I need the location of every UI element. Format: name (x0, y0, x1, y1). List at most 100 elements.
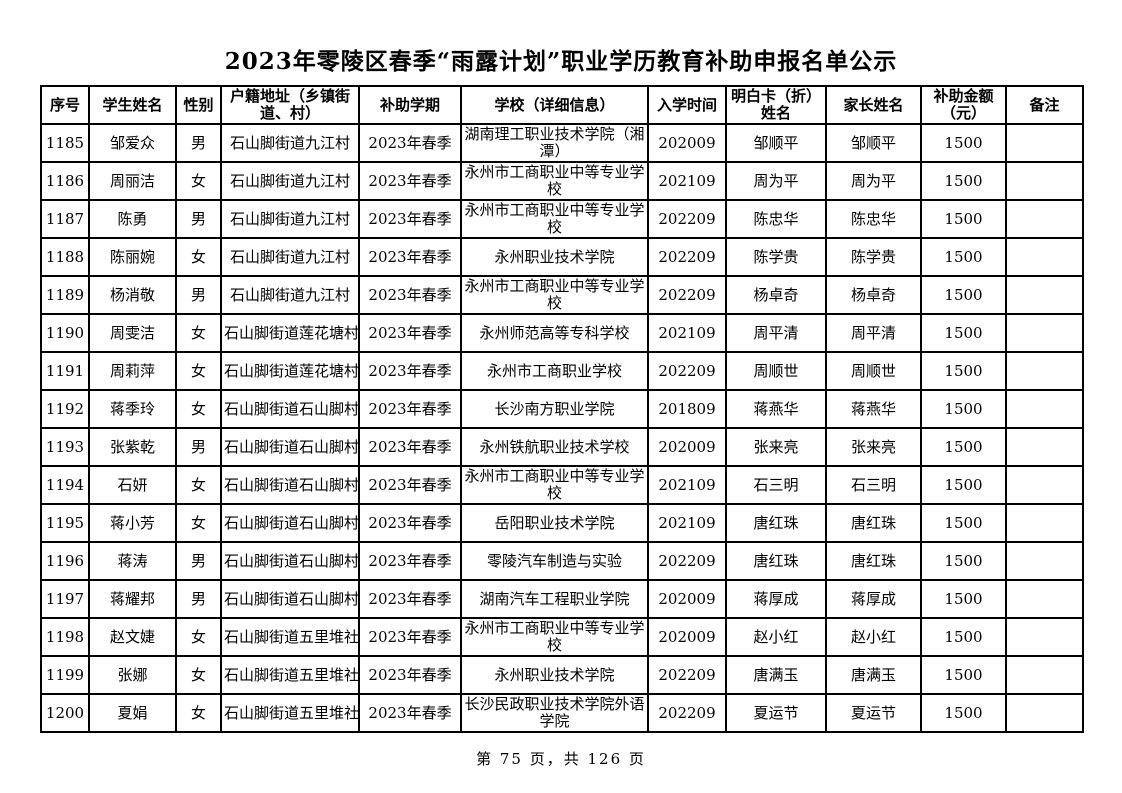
cell-student-name: 周丽洁 (88, 161, 177, 201)
cell-parent-name: 蒋燕华 (825, 389, 922, 429)
column-header-seq: 序号 (40, 85, 90, 125)
cell-enroll-time: 201809 (647, 389, 727, 429)
cell-seq: 1194 (40, 465, 90, 505)
cell-card-name: 唐红珠 (725, 503, 827, 543)
cell-amount: 1500 (920, 313, 1007, 353)
table-row: 1188 陈丽婉女石山脚街道九江村 2023年春季 永州职业技术学院 202209 陈学贵… (40, 237, 1084, 277)
cell-enroll-time: 202209 (647, 275, 727, 315)
cell-parent-name: 邹顺平 (825, 123, 922, 163)
cell-remark (1005, 313, 1084, 353)
cell-term: 2023年春季 (358, 389, 462, 429)
cell-address: 石山脚街道石山脚村 (220, 579, 360, 619)
cell-gender: 女 (175, 655, 222, 695)
cell-term: 2023年春季 (358, 503, 462, 543)
cell-parent-name: 唐红珠 (825, 503, 922, 543)
column-header-remark: 备注 (1005, 85, 1084, 125)
cell-amount: 1500 (920, 351, 1007, 391)
cell-term: 2023年春季 (358, 655, 462, 695)
table-row: 1189 杨消敬男石山脚街道九江村 2023年春季 永州市工商职业中等专业学校 2022… (40, 275, 1084, 315)
cell-amount: 1500 (920, 237, 1007, 277)
cell-gender: 女 (175, 617, 222, 657)
cell-enroll-time: 202109 (647, 313, 727, 353)
column-header-card-name: 明白卡（折）姓名 (725, 85, 827, 125)
subsidy-roster-table: 序号 学生姓名 性别 户籍地址（乡镇街道、村） 补助学期 学校（详细信息） 入学时间 明白卡（… (40, 85, 1084, 733)
cell-amount: 1500 (920, 579, 1007, 619)
cell-student-name: 赵文婕 (88, 617, 177, 657)
cell-amount: 1500 (920, 275, 1007, 315)
cell-address: 石山脚街道九江村 (220, 161, 360, 201)
cell-remark (1005, 579, 1084, 619)
cell-term: 2023年春季 (358, 275, 462, 315)
cell-seq: 1190 (40, 313, 90, 353)
cell-card-name: 陈学贵 (725, 237, 827, 277)
cell-school: 永州市工商职业中等专业学校 (460, 199, 649, 239)
cell-address: 石山脚街道五里堆社区 (220, 693, 360, 733)
cell-address: 石山脚街道石山脚村 (220, 389, 360, 429)
cell-parent-name: 杨卓奇 (825, 275, 922, 315)
cell-card-name: 周平清 (725, 313, 827, 353)
column-header-gender: 性别 (175, 85, 222, 125)
page-number: 第 75 页，共 126 页 (476, 750, 646, 768)
cell-seq: 1191 (40, 351, 90, 391)
cell-term: 2023年春季 (358, 541, 462, 581)
cell-parent-name: 唐红珠 (825, 541, 922, 581)
table-row: 1194 石妍女石山脚街道石山脚村 2023年春季 永州市工商职业中等专业学校 2021… (40, 465, 1084, 505)
cell-seq: 1187 (40, 199, 90, 239)
cell-school: 永州市工商职业中等专业学校 (460, 617, 649, 657)
cell-address: 石山脚街道五里堆社区 (220, 655, 360, 695)
cell-school: 永州铁航职业技术学校 (460, 427, 649, 467)
cell-parent-name: 周为平 (825, 161, 922, 201)
table-row: 1186 周丽洁女石山脚街道九江村 2023年春季 永州市工商职业中等专业学校 2021… (40, 161, 1084, 201)
cell-amount: 1500 (920, 617, 1007, 657)
cell-parent-name: 张来亮 (825, 427, 922, 467)
cell-enroll-time: 202009 (647, 579, 727, 619)
cell-enroll-time: 202209 (647, 199, 727, 239)
cell-seq: 1198 (40, 617, 90, 657)
table-row: 1185 邹爱众男石山脚街道九江村 2023年春季 湖南理工职业技术学院（湘潭） 202… (40, 123, 1084, 163)
cell-term: 2023年春季 (358, 161, 462, 201)
cell-remark (1005, 465, 1084, 505)
cell-enroll-time: 202209 (647, 693, 727, 733)
cell-remark (1005, 199, 1084, 239)
cell-student-name: 张娜 (88, 655, 177, 695)
cell-school: 永州市工商职业中等专业学校 (460, 161, 649, 201)
table-row: 1187 陈勇男石山脚街道九江村 2023年春季 永州市工商职业中等专业学校 20220… (40, 199, 1084, 239)
cell-remark (1005, 237, 1084, 277)
cell-amount: 1500 (920, 693, 1007, 733)
cell-student-name: 蒋涛 (88, 541, 177, 581)
table-row: 1196 蒋涛男石山脚街道石山脚村 2023年春季 零陵汽车制造与实验 202209 唐红… (40, 541, 1084, 581)
cell-school: 长沙南方职业学院 (460, 389, 649, 429)
cell-card-name: 周顺世 (725, 351, 827, 391)
cell-parent-name: 周平清 (825, 313, 922, 353)
cell-enroll-time: 202009 (647, 427, 727, 467)
cell-remark (1005, 389, 1084, 429)
cell-amount: 1500 (920, 503, 1007, 543)
cell-school: 永州职业技术学院 (460, 655, 649, 695)
cell-gender: 女 (175, 503, 222, 543)
cell-gender: 女 (175, 389, 222, 429)
cell-term: 2023年春季 (358, 693, 462, 733)
cell-term: 2023年春季 (358, 617, 462, 657)
cell-gender: 男 (175, 199, 222, 239)
cell-card-name: 赵小红 (725, 617, 827, 657)
cell-school: 湖南理工职业技术学院（湘潭） (460, 123, 649, 163)
cell-student-name: 周雯洁 (88, 313, 177, 353)
cell-address: 石山脚街道九江村 (220, 123, 360, 163)
cell-seq: 1197 (40, 579, 90, 619)
cell-school: 零陵汽车制造与实验 (460, 541, 649, 581)
cell-amount: 1500 (920, 389, 1007, 429)
table-row: 1191 周莉萍女石山脚街道莲花塘村 2023年春季 永州市工商职业学校 202209 周… (40, 351, 1084, 391)
cell-card-name: 唐满玉 (725, 655, 827, 695)
cell-seq: 1196 (40, 541, 90, 581)
cell-address: 石山脚街道九江村 (220, 275, 360, 315)
column-header-school: 学校（详细信息） (460, 85, 649, 125)
cell-parent-name: 石三明 (825, 465, 922, 505)
cell-gender: 女 (175, 693, 222, 733)
cell-gender: 男 (175, 275, 222, 315)
roster-table-container: 序号 学生姓名 性别 户籍地址（乡镇街道、村） 补助学期 学校（详细信息） 入学时间 明白卡（… (40, 85, 1084, 733)
cell-remark (1005, 161, 1084, 201)
column-header-address: 户籍地址（乡镇街道、村） (220, 85, 360, 125)
cell-seq: 1189 (40, 275, 90, 315)
cell-amount: 1500 (920, 427, 1007, 467)
cell-amount: 1500 (920, 161, 1007, 201)
